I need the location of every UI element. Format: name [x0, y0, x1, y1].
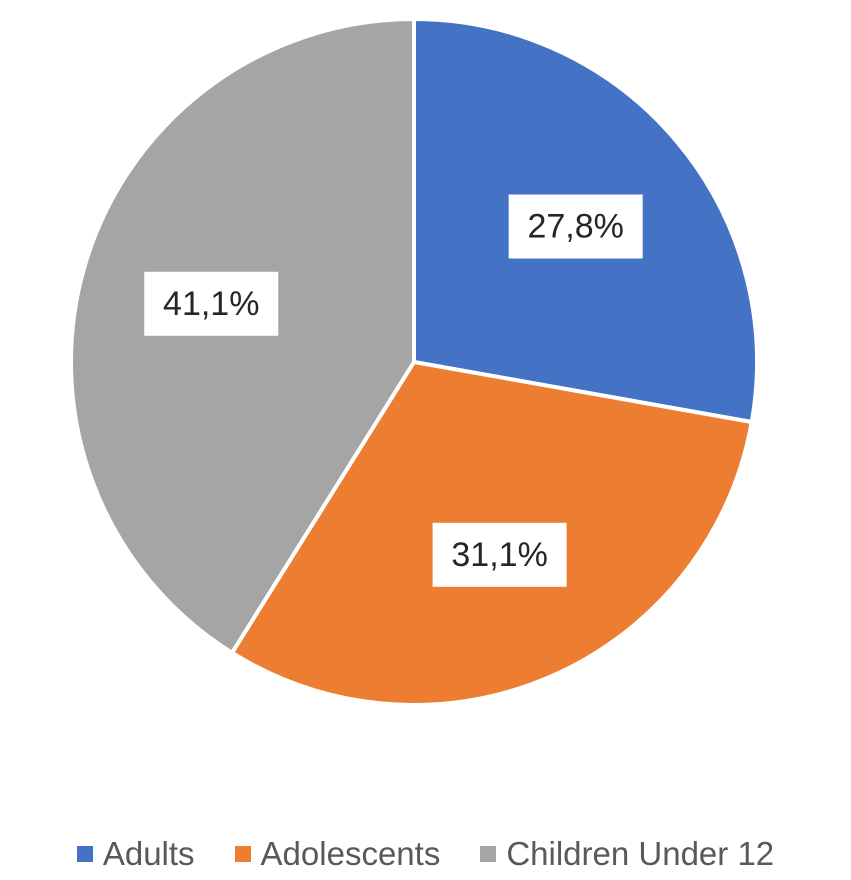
- legend: Adults Adolescents Children Under 12: [0, 828, 851, 880]
- data-label-text-adults: 27,8%: [527, 208, 623, 246]
- legend-label-adolescents: Adolescents: [260, 835, 441, 872]
- legend-item-adults: Adults: [76, 835, 195, 873]
- data-label-text-children-under-12: 41,1%: [163, 285, 259, 323]
- legend-swatch-children-under-12: [480, 846, 497, 862]
- legend-label-adults: Adults: [102, 835, 195, 872]
- legend-item-adolescents: Adolescents: [234, 835, 441, 873]
- data-label-box-adults: [508, 194, 643, 259]
- data-label-box-adolescents: [432, 522, 567, 587]
- data-label-children-under-12: 41,1%: [144, 271, 279, 336]
- data-label-text-adolescents: 31,1%: [451, 536, 547, 574]
- pie-slice-children-under-12: [69, 17, 416, 655]
- legend-swatch-adolescents: [234, 846, 251, 862]
- pie-data-labels: 27,8% 31,1% 41,1%: [144, 194, 643, 587]
- data-label-adults: 27,8%: [508, 194, 643, 259]
- legend-label-children-under-12: Children Under 12: [506, 835, 775, 872]
- legend-swatch-adults: [76, 846, 93, 862]
- data-label-box-children-under-12: [144, 271, 279, 336]
- pie-slices: [69, 17, 760, 707]
- legend-item-children-under-12: Children Under 12: [480, 835, 774, 873]
- data-label-adolescents: 31,1%: [432, 522, 567, 587]
